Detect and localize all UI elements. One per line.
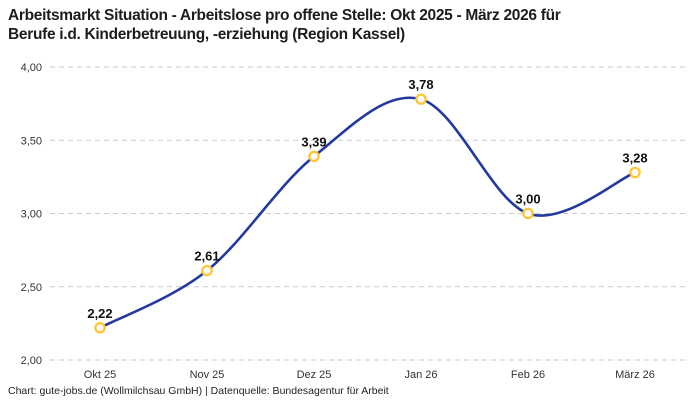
chart-attribution: Chart: gute-jobs.de (Wollmilchsau GmbH) … bbox=[8, 385, 389, 397]
x-tick-label: Dez 25 bbox=[297, 369, 332, 381]
data-point-marker bbox=[629, 166, 641, 179]
y-tick-label: 2,50 bbox=[21, 282, 42, 294]
data-point-marker bbox=[201, 264, 213, 277]
chart-title-line2: Berufe i.d. Kinderbetreuung, -erziehung … bbox=[8, 26, 405, 43]
y-tick-label: 2,00 bbox=[21, 355, 42, 367]
chart-title-line1: Arbeitsmarkt Situation - Arbeitslose pro… bbox=[8, 7, 561, 24]
y-tick-label: 3,00 bbox=[21, 209, 42, 221]
data-point-marker bbox=[94, 322, 106, 334]
x-tick-label: Jan 26 bbox=[404, 369, 437, 381]
data-point-label: 3,78 bbox=[408, 77, 433, 92]
y-tick-label: 4,00 bbox=[21, 62, 42, 74]
x-tick-label: Nov 25 bbox=[190, 369, 225, 381]
y-tick-label: 3,50 bbox=[21, 135, 42, 147]
data-point-label: 2,61 bbox=[194, 249, 219, 264]
data-point-label: 3,28 bbox=[622, 151, 647, 166]
x-tick-label: März 26 bbox=[615, 369, 655, 381]
x-tick-label: Okt 25 bbox=[84, 369, 116, 381]
data-point-marker bbox=[522, 207, 534, 220]
data-point-label: 3,39 bbox=[301, 134, 326, 149]
chart-title: Arbeitsmarkt Situation - Arbeitslose pro… bbox=[8, 6, 680, 44]
data-point-marker bbox=[308, 150, 320, 163]
x-tick-label: Feb 26 bbox=[511, 369, 545, 381]
data-point-label: 2,22 bbox=[87, 306, 112, 321]
data-point-label: 3,00 bbox=[515, 192, 540, 207]
data-point-marker bbox=[415, 93, 427, 105]
series-line bbox=[98, 96, 637, 330]
